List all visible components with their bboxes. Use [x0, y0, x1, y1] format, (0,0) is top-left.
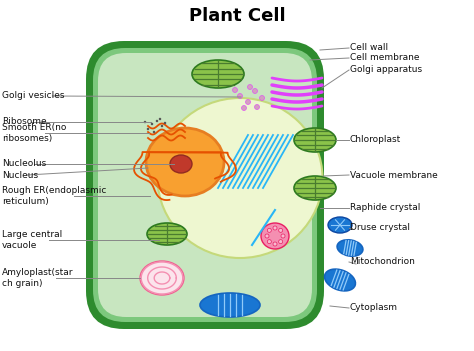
FancyBboxPatch shape: [93, 48, 317, 322]
Ellipse shape: [267, 240, 271, 244]
Text: Cytoplasm: Cytoplasm: [350, 304, 398, 312]
Ellipse shape: [140, 261, 184, 295]
Ellipse shape: [147, 128, 149, 130]
Text: Chloroplast: Chloroplast: [350, 135, 401, 145]
Ellipse shape: [153, 131, 155, 133]
Ellipse shape: [233, 87, 237, 93]
Ellipse shape: [259, 95, 264, 100]
Text: Cell wall: Cell wall: [350, 44, 388, 53]
Text: Ribosome: Ribosome: [2, 118, 46, 126]
Ellipse shape: [156, 120, 158, 122]
Ellipse shape: [265, 234, 269, 238]
Ellipse shape: [170, 155, 192, 173]
Ellipse shape: [281, 234, 285, 238]
Ellipse shape: [253, 88, 257, 93]
FancyBboxPatch shape: [98, 53, 312, 317]
Text: Plant Cell: Plant Cell: [189, 7, 285, 25]
Ellipse shape: [294, 176, 336, 200]
Ellipse shape: [241, 106, 246, 111]
Ellipse shape: [325, 269, 356, 291]
Ellipse shape: [144, 121, 146, 123]
Ellipse shape: [200, 293, 260, 317]
Ellipse shape: [273, 226, 277, 230]
Ellipse shape: [337, 240, 363, 256]
Text: Golgi vesicles: Golgi vesicles: [2, 92, 64, 100]
Text: Mitochondrion: Mitochondrion: [350, 258, 415, 266]
Ellipse shape: [151, 123, 153, 125]
Text: Nucleus: Nucleus: [2, 171, 38, 179]
Text: Vacuole membrane: Vacuole membrane: [350, 171, 438, 179]
Text: Smooth ER(no
ribosomes): Smooth ER(no ribosomes): [2, 123, 66, 143]
Text: Amyloplast(star
ch grain): Amyloplast(star ch grain): [2, 268, 73, 288]
Text: Cell membrane: Cell membrane: [350, 53, 419, 62]
Ellipse shape: [161, 125, 163, 127]
Text: Raphide crystal: Raphide crystal: [350, 204, 420, 212]
Ellipse shape: [247, 85, 253, 90]
Text: Golgi apparatus: Golgi apparatus: [350, 66, 422, 74]
Ellipse shape: [246, 99, 250, 105]
Text: Druse crystal: Druse crystal: [350, 224, 410, 232]
Ellipse shape: [164, 122, 166, 124]
Ellipse shape: [237, 93, 243, 99]
Ellipse shape: [147, 223, 187, 245]
Ellipse shape: [279, 240, 283, 244]
Ellipse shape: [192, 60, 244, 88]
FancyBboxPatch shape: [86, 41, 324, 329]
Ellipse shape: [157, 98, 322, 258]
Ellipse shape: [267, 229, 271, 232]
Ellipse shape: [159, 118, 161, 120]
Ellipse shape: [294, 128, 336, 152]
Ellipse shape: [273, 242, 277, 246]
Ellipse shape: [279, 229, 283, 232]
Ellipse shape: [328, 217, 352, 233]
Ellipse shape: [261, 223, 289, 249]
Text: Nucleolus: Nucleolus: [2, 159, 46, 168]
Ellipse shape: [255, 105, 259, 110]
Text: Rough ER(endoplasmic
reticulum): Rough ER(endoplasmic reticulum): [2, 186, 106, 206]
Ellipse shape: [146, 128, 224, 196]
Text: Large central
vacuole: Large central vacuole: [2, 230, 62, 250]
